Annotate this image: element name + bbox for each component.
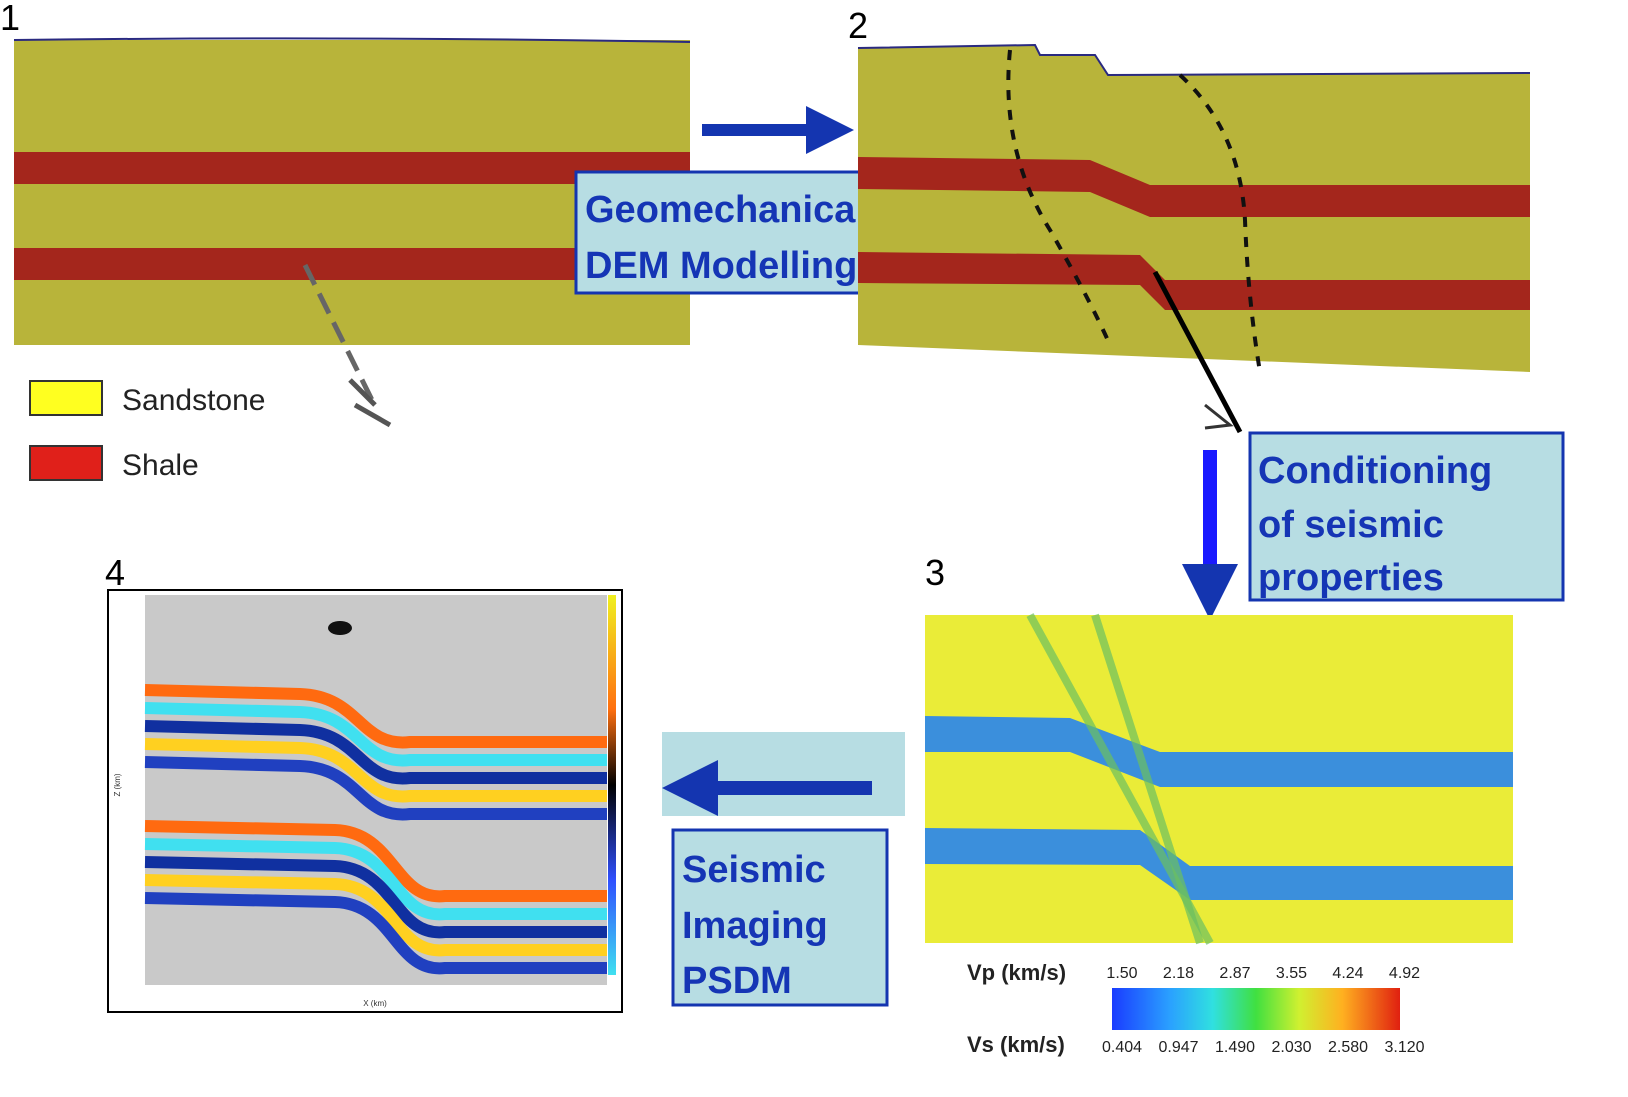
colorbar-tick: 3.120 [1384,1039,1424,1056]
arrow-bg [662,732,905,816]
legend-label: Sandstone [122,384,265,417]
step-label: Imaging [682,905,828,947]
step-label: DEM Modelling [585,245,857,287]
legend-swatch [30,446,102,480]
colorbar-tick: 2.580 [1328,1039,1368,1056]
axis-label: Z (km) [113,773,122,796]
colorbar [1112,988,1400,1030]
colorbar-tick: 2.030 [1271,1039,1311,1056]
vp-ticks: 1.50 2.18 2.87 3.55 4.24 4.92 [1106,965,1420,982]
step-label: Geomechanical [585,189,866,231]
colorbar-tick: 1.490 [1215,1039,1255,1056]
panel-number: 1 [0,0,20,38]
panel-number: 4 [105,552,125,593]
colorbar-tick: 0.404 [1102,1039,1142,1056]
colorbar-tick: 3.55 [1276,965,1307,982]
vs-ticks: 0.404 0.947 1.490 2.030 2.580 3.120 [1102,1039,1425,1056]
axis-label: X (km) [363,999,387,1008]
step-label: PSDM [682,960,792,1002]
step-label: of seismic [1258,504,1444,546]
step-label: Conditioning [1258,450,1492,492]
step-label: Seismic [682,849,826,891]
colorbar-label: Vs (km/s) [967,1032,1065,1057]
colorbar-tick: 1.50 [1106,965,1137,982]
panel-number: 2 [848,5,868,46]
colorbar-tick: 4.92 [1389,965,1420,982]
panel-4: 4 X (km) Z (km) [105,552,622,1012]
panel-3: 3 Vp (km/s) Vs (km/s) 1.50 2.18 2.87 3.55 4.… [925,552,1513,1057]
legend-label: Shale [122,449,199,482]
colorbar-tick: 2.87 [1219,965,1250,982]
colorbar-label: Vp (km/s) [967,960,1066,985]
panel-number: 3 [925,552,945,593]
colorbar-tick: 4.24 [1332,965,1363,982]
diagram: 1 Sandstone Shale Geomechanical DEM Mode… [0,0,1628,1097]
colorbar-tick: 2.18 [1163,965,1194,982]
step-label: properties [1258,557,1444,599]
colorbar-tick: 0.947 [1158,1039,1198,1056]
legend-swatch [30,381,102,415]
panel-2: 2 [848,5,1530,432]
